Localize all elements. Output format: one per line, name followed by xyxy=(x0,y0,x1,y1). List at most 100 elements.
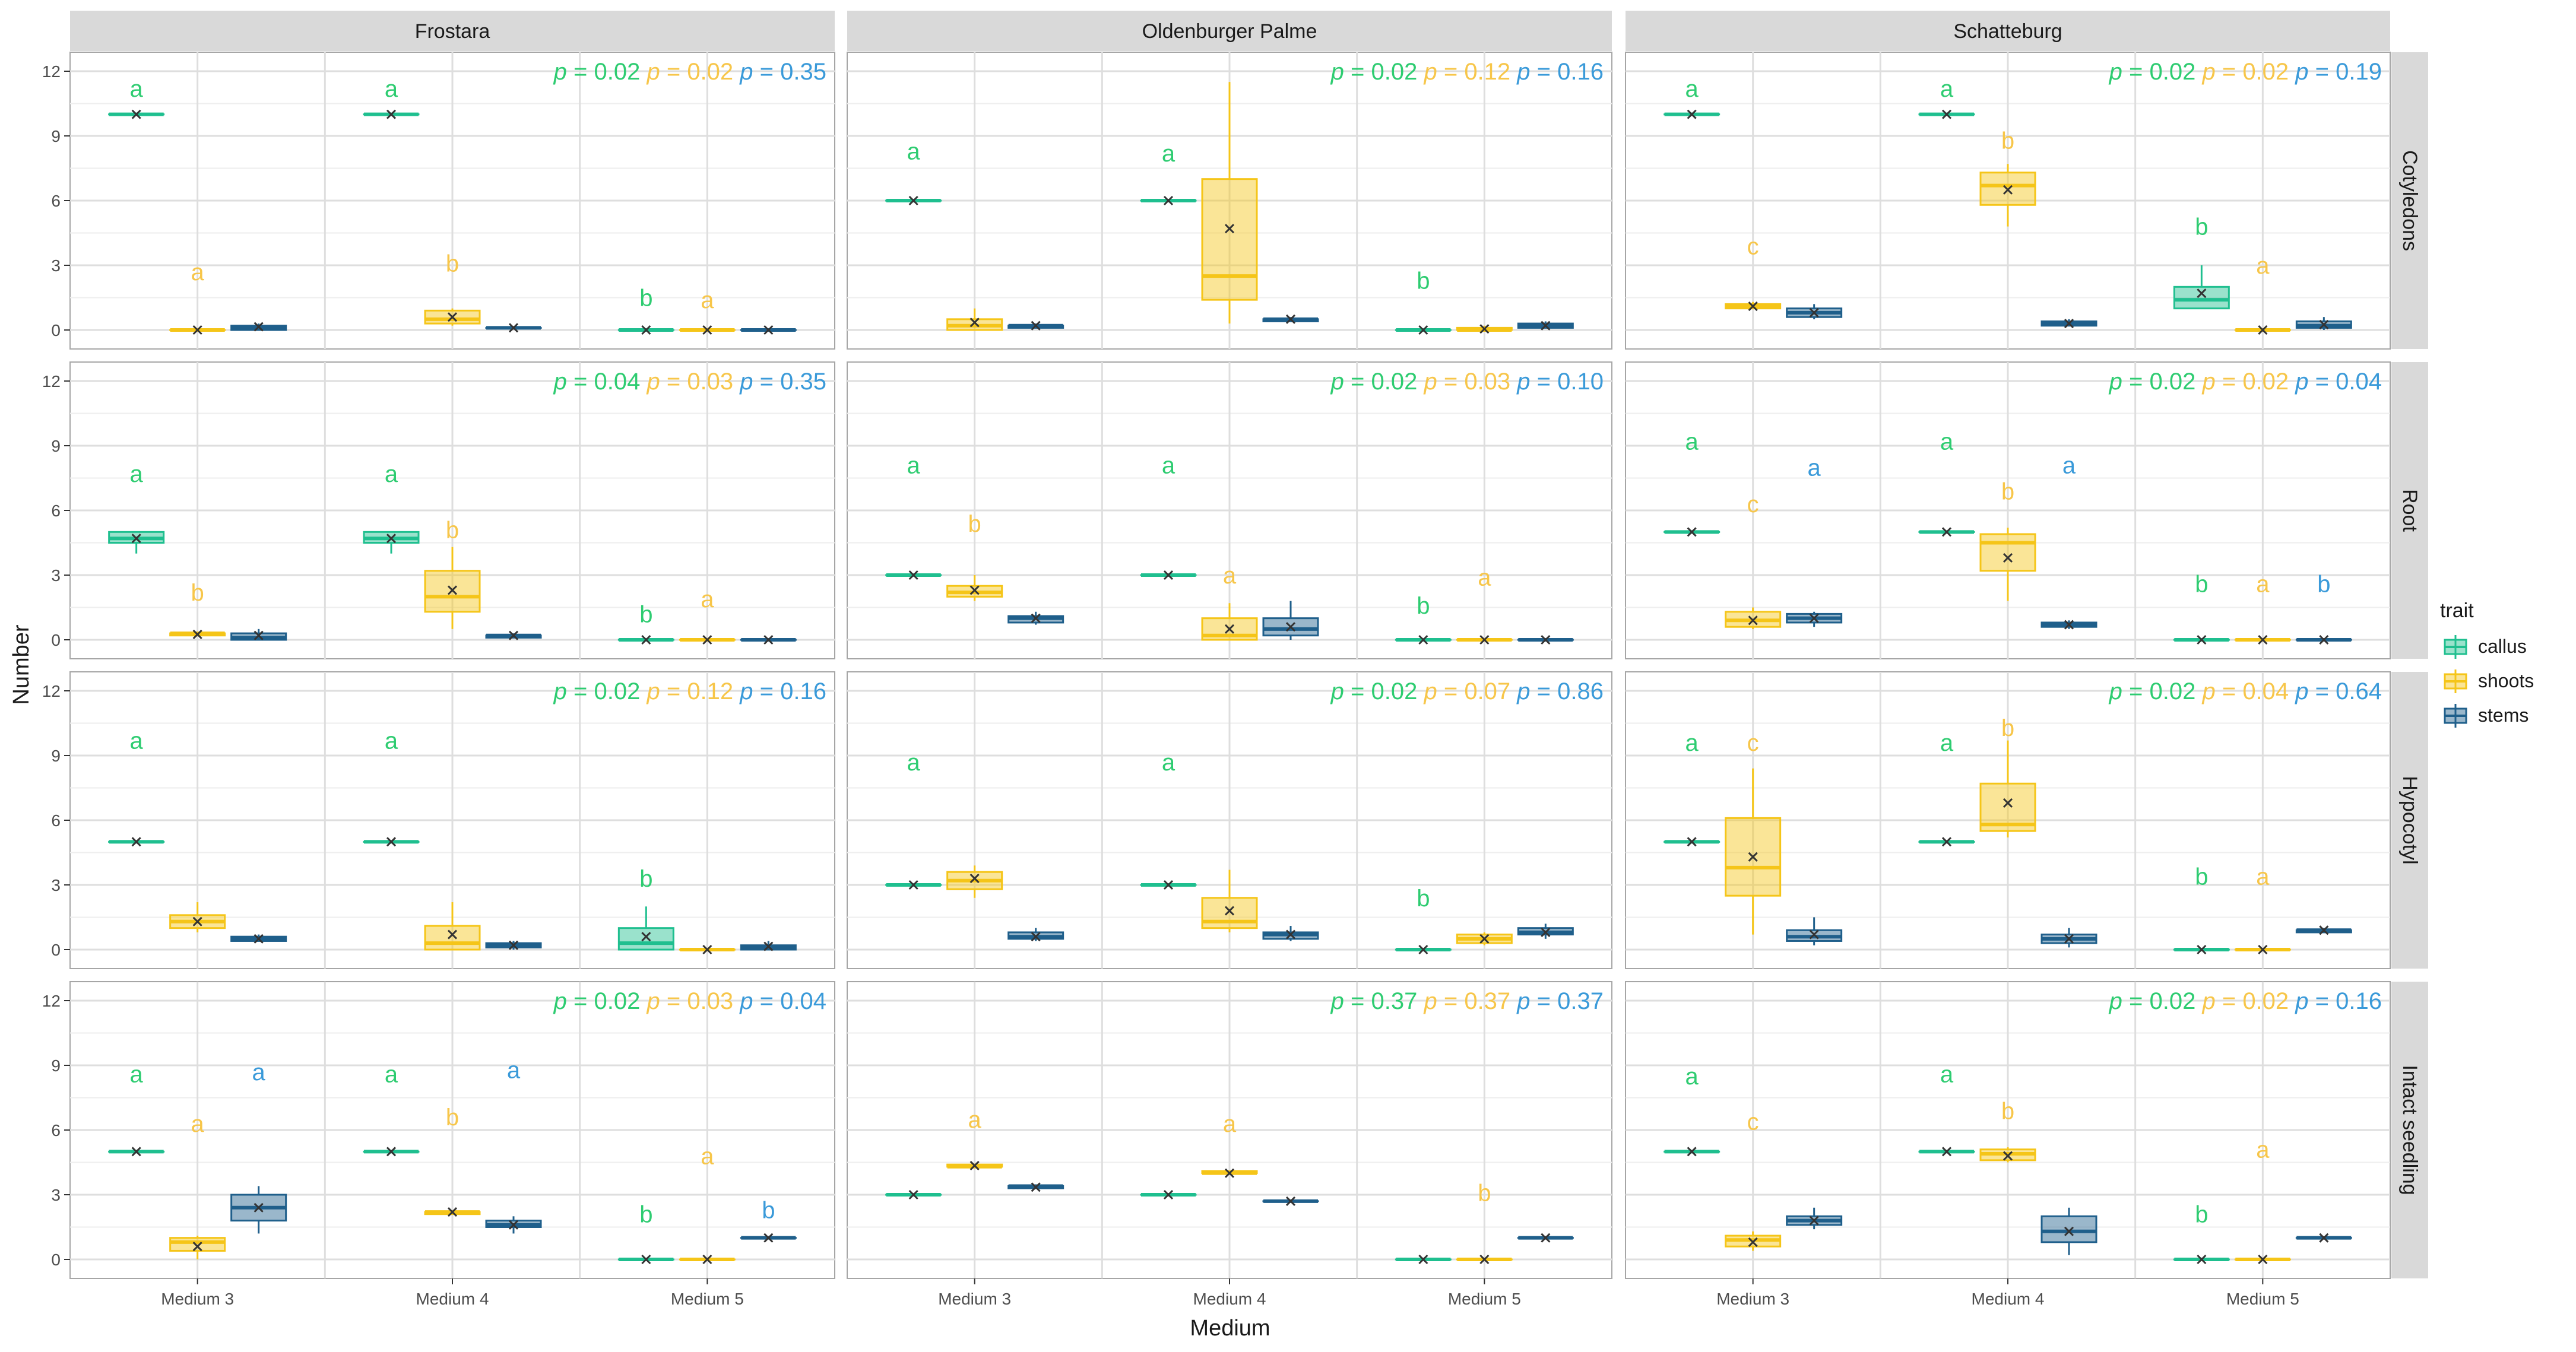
significance-letter-shoots: c xyxy=(1747,233,1759,259)
row-strip-label: Cotyledons xyxy=(2398,150,2421,251)
p-symbol: p xyxy=(1516,988,1530,1014)
p-value-callus: 0.37 xyxy=(1371,988,1417,1014)
p-spacer xyxy=(733,988,740,1014)
x-tick-label: Medium 3 xyxy=(161,1290,234,1308)
y-tick-label: 0 xyxy=(51,321,61,339)
significance-letter-callus: b xyxy=(639,285,652,312)
p-value-shoots: 0.03 xyxy=(687,988,733,1014)
p-spacer xyxy=(2195,369,2202,395)
p-value-stems: 0.16 xyxy=(1557,59,1604,85)
p-values-2-2: p = 0.02 p = 0.04 p = 0.64 xyxy=(2109,678,2382,704)
significance-letter-callus: b xyxy=(1417,593,1430,619)
p-spacer xyxy=(1510,678,1517,704)
p-value-stems: 0.19 xyxy=(2336,59,2382,85)
significance-letter-callus: a xyxy=(385,1062,398,1088)
significance-letter-callus: a xyxy=(1685,76,1699,102)
significance-letter-callus: a xyxy=(130,76,144,102)
p-value-callus: 0.02 xyxy=(2149,988,2195,1014)
p-equals: = xyxy=(2216,988,2243,1014)
box-callus xyxy=(619,928,673,950)
row-strip-label: Intact seedling xyxy=(2398,1065,2421,1195)
significance-letter-callus: a xyxy=(385,76,398,102)
p-symbol: p xyxy=(2109,59,2122,85)
significance-letter-shoots: a xyxy=(1223,1111,1237,1137)
p-symbol: p xyxy=(2295,988,2308,1014)
box-stems xyxy=(2042,1216,2096,1242)
significance-letter-callus: a xyxy=(1940,429,1954,455)
y-tick-label: 9 xyxy=(51,747,61,765)
p-symbol: p xyxy=(646,988,660,1014)
significance-letter-shoots: a xyxy=(701,1144,714,1170)
p-symbol: p xyxy=(1516,678,1530,704)
p-equals: = xyxy=(1344,59,1371,85)
p-symbol: p xyxy=(553,59,567,85)
p-symbol: p xyxy=(1516,369,1530,395)
p-symbol: p xyxy=(553,678,567,704)
significance-letter-callus: a xyxy=(1685,429,1699,455)
significance-letter-shoots: c xyxy=(1747,491,1759,518)
p-value-stems: 0.86 xyxy=(1557,678,1604,704)
x-tick-label: Medium 5 xyxy=(671,1290,744,1308)
p-equals: = xyxy=(660,59,687,85)
p-value-callus: 0.02 xyxy=(1371,59,1417,85)
significance-letter-callus: a xyxy=(130,728,144,754)
p-symbol: p xyxy=(739,988,753,1014)
p-equals: = xyxy=(2309,369,2336,395)
p-equals: = xyxy=(753,59,781,85)
p-values-0-1: p = 0.02 p = 0.12 p = 0.16 xyxy=(1330,59,1604,85)
p-symbol: p xyxy=(1330,988,1344,1014)
column-strip-label: Oldenburger Palme xyxy=(1142,20,1317,43)
significance-letter-callus: a xyxy=(1162,141,1175,167)
significance-letter-shoots: b xyxy=(2001,1098,2014,1124)
p-spacer xyxy=(1417,369,1424,395)
p-equals: = xyxy=(660,678,687,704)
column-strip-label: Frostara xyxy=(415,20,490,43)
significance-letter-shoots: a xyxy=(1478,565,1491,591)
p-symbol: p xyxy=(553,988,567,1014)
p-value-callus: 0.02 xyxy=(2149,369,2195,395)
p-values-2-0: p = 0.02 p = 0.12 p = 0.16 xyxy=(553,678,826,704)
y-tick-label: 12 xyxy=(42,372,61,391)
significance-letter-shoots: b xyxy=(968,511,981,537)
significance-letter-callus: a xyxy=(907,750,921,776)
y-axis-title: Number xyxy=(9,624,34,704)
significance-letter-callus: a xyxy=(1162,453,1175,479)
p-value-callus: 0.02 xyxy=(2149,59,2195,85)
p-symbol: p xyxy=(2201,59,2215,85)
p-spacer xyxy=(1417,678,1424,704)
p-symbol: p xyxy=(1423,988,1437,1014)
p-spacer xyxy=(733,369,740,395)
significance-letter-stems: a xyxy=(2062,453,2076,479)
significance-letter-shoots: a xyxy=(2256,253,2270,279)
box-shoots xyxy=(1202,898,1257,928)
p-equals: = xyxy=(2216,678,2243,704)
p-equals: = xyxy=(1344,369,1371,395)
significance-letter-shoots: a xyxy=(968,1107,982,1133)
p-equals: = xyxy=(1437,988,1465,1014)
p-equals: = xyxy=(1531,369,1558,395)
y-tick-label: 6 xyxy=(51,811,61,830)
p-spacer xyxy=(640,369,647,395)
p-values-0-2: p = 0.02 p = 0.02 p = 0.19 xyxy=(2109,59,2382,85)
significance-letter-shoots: a xyxy=(2256,1137,2270,1163)
p-symbol: p xyxy=(1330,59,1344,85)
x-axis-title: Medium xyxy=(1190,1316,1270,1341)
p-symbol: p xyxy=(739,369,753,395)
p-values-1-2: p = 0.02 p = 0.02 p = 0.04 xyxy=(2109,369,2382,395)
legend-label-shoots: shoots xyxy=(2478,670,2534,691)
significance-letter-callus: a xyxy=(130,1062,144,1088)
p-equals: = xyxy=(2122,988,2150,1014)
p-value-stems: 0.35 xyxy=(780,59,826,85)
p-equals: = xyxy=(660,988,687,1014)
p-symbol: p xyxy=(2201,369,2215,395)
p-value-shoots: 0.03 xyxy=(687,369,733,395)
p-value-callus: 0.02 xyxy=(1371,678,1417,704)
significance-letter-shoots: a xyxy=(2256,572,2270,598)
significance-letter-callus: a xyxy=(130,461,144,487)
p-equals: = xyxy=(1531,59,1558,85)
p-spacer xyxy=(2289,988,2295,1014)
p-value-callus: 0.02 xyxy=(594,59,640,85)
p-values-2-1: p = 0.02 p = 0.07 p = 0.86 xyxy=(1330,678,1604,704)
significance-letter-stems: b xyxy=(2317,572,2330,598)
